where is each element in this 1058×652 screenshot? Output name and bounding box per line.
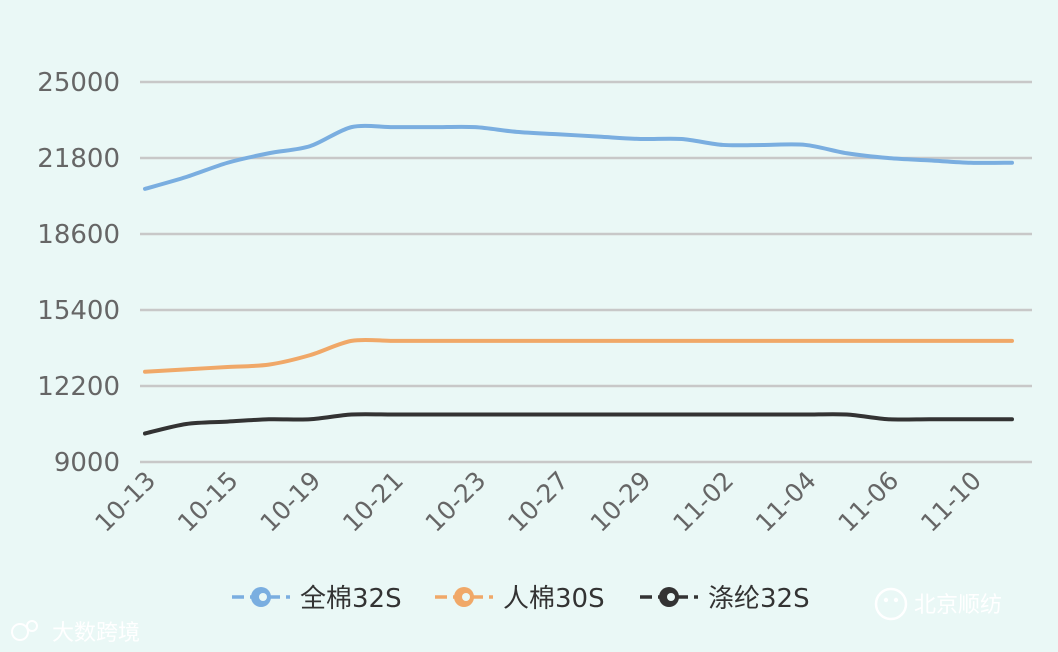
y-tick-label: 9000: [54, 448, 120, 478]
x-tick-label: 10-23: [420, 466, 492, 538]
legend-item: 全棉32S: [232, 584, 402, 614]
legend-label: 涤纶32S: [708, 584, 810, 614]
series-lines: [143, 123, 1014, 436]
weibo-logo-icon: [11, 620, 38, 641]
series-line: [143, 337, 1014, 374]
y-tick-label: 12200: [37, 372, 120, 402]
wechat-logo-icon: [874, 587, 908, 621]
legend: 全棉32S 人棉30S 涤纶32S: [232, 584, 810, 614]
legend-marker-hole: [259, 593, 267, 601]
watermark-right-text: 北京顺纺: [914, 593, 1002, 618]
y-tick-label: 18600: [37, 220, 120, 250]
legend-marker-hole: [667, 593, 675, 601]
x-axis-ticks: 10-13 10-15 10-19 10-21 10-23 10-27 10-29 11-02…: [89, 466, 987, 538]
series-line: [143, 412, 1014, 436]
x-tick-label: 10-27: [502, 466, 574, 538]
watermark-right: 北京顺纺: [874, 587, 1002, 621]
series-line: [143, 123, 1014, 191]
y-tick-label: 21800: [37, 144, 120, 174]
y-axis-ticks: 9000 12200 15400 18600 21800 25000: [37, 68, 120, 478]
x-tick-label: 11-02: [667, 466, 739, 538]
watermark-left: 大数跨境: [11, 620, 140, 646]
grid-lines: [140, 80, 1032, 464]
legend-marker-hole: [462, 593, 470, 601]
legend-label: 人棉30S: [503, 584, 605, 614]
x-tick-label: 11-04: [750, 466, 822, 538]
legend-label: 全棉32S: [300, 584, 402, 614]
y-tick-label: 15400: [37, 296, 120, 326]
x-tick-label: 11-10: [915, 466, 987, 538]
x-tick-label: 11-06: [833, 466, 905, 538]
x-tick-label: 10-29: [585, 466, 657, 538]
y-tick-label: 25000: [37, 68, 120, 98]
x-tick-label: 10-15: [172, 466, 244, 538]
x-tick-label: 10-19: [255, 466, 327, 538]
watermark-left-text: 大数跨境: [52, 621, 140, 646]
legend-item: 涤纶32S: [640, 584, 810, 614]
x-tick-label: 10-21: [337, 466, 409, 538]
legend-item: 人棉30S: [435, 584, 605, 614]
